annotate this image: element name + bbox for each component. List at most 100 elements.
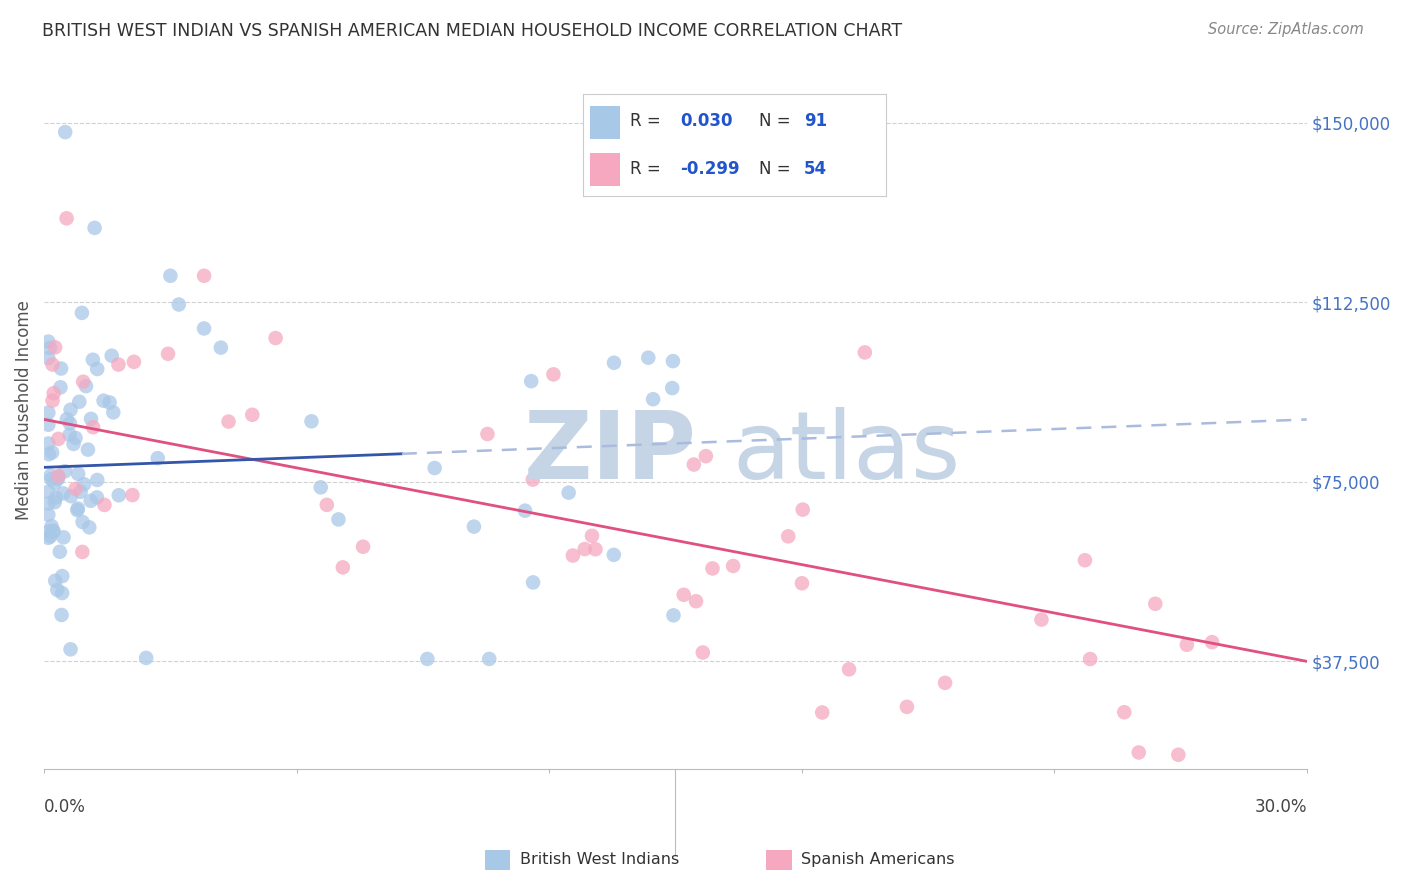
Point xyxy=(792,502,814,516)
Point xyxy=(100,349,122,363)
Point xyxy=(685,594,707,608)
Point xyxy=(48,432,70,446)
Text: atlas: atlas xyxy=(733,407,960,499)
Point xyxy=(86,362,108,376)
Point xyxy=(41,393,63,408)
Point xyxy=(1144,597,1167,611)
FancyBboxPatch shape xyxy=(589,106,620,139)
Point xyxy=(51,569,73,583)
Point xyxy=(37,436,59,450)
Point xyxy=(49,361,72,376)
Point xyxy=(315,498,337,512)
Point xyxy=(478,652,501,666)
Point xyxy=(1128,746,1150,760)
Point xyxy=(1175,638,1198,652)
Point xyxy=(44,574,66,588)
Point xyxy=(463,519,485,533)
Point xyxy=(477,427,499,442)
Point xyxy=(146,451,169,466)
Point xyxy=(1074,553,1097,567)
Point xyxy=(662,608,685,623)
Point xyxy=(581,529,603,543)
Point xyxy=(73,477,96,491)
Point xyxy=(42,386,65,401)
Point xyxy=(46,472,69,486)
Point xyxy=(107,488,129,502)
Point xyxy=(59,417,82,431)
Point xyxy=(107,358,129,372)
Point xyxy=(72,515,94,529)
Point xyxy=(59,642,82,657)
Point xyxy=(103,405,125,419)
Point xyxy=(93,498,115,512)
Point xyxy=(167,297,190,311)
Point xyxy=(661,381,683,395)
Point xyxy=(98,395,121,409)
Point xyxy=(122,355,145,369)
Point xyxy=(77,442,100,457)
Point xyxy=(778,529,800,543)
Text: R =: R = xyxy=(630,160,661,178)
Point xyxy=(66,501,89,516)
Point xyxy=(41,445,63,459)
Point xyxy=(46,469,69,483)
Point xyxy=(41,358,63,372)
Point xyxy=(557,485,579,500)
Point xyxy=(86,473,108,487)
Point xyxy=(37,484,59,499)
Y-axis label: Median Household Income: Median Household Income xyxy=(15,300,32,520)
Point xyxy=(1031,613,1053,627)
Text: Source: ZipAtlas.com: Source: ZipAtlas.com xyxy=(1208,22,1364,37)
Point xyxy=(301,414,323,428)
Point xyxy=(82,352,104,367)
Point xyxy=(49,545,72,559)
Point xyxy=(42,524,65,538)
Point xyxy=(83,220,105,235)
Point xyxy=(896,699,918,714)
Text: BRITISH WEST INDIAN VS SPANISH AMERICAN MEDIAN HOUSEHOLD INCOME CORRELATION CHAR: BRITISH WEST INDIAN VS SPANISH AMERICAN … xyxy=(42,22,903,40)
Point xyxy=(643,392,665,407)
Text: 91: 91 xyxy=(804,112,827,130)
Text: 54: 54 xyxy=(804,160,827,178)
Point xyxy=(67,467,90,481)
Point xyxy=(38,524,60,538)
Point xyxy=(42,524,65,539)
Point xyxy=(309,480,332,494)
Point xyxy=(60,489,83,503)
Point xyxy=(513,503,536,517)
Point xyxy=(121,488,143,502)
Point xyxy=(53,125,76,139)
Point xyxy=(72,375,94,389)
Point xyxy=(52,530,75,544)
Point xyxy=(332,560,354,574)
Point xyxy=(37,496,59,510)
Point xyxy=(522,575,544,590)
Point xyxy=(574,542,596,557)
Point xyxy=(37,406,59,420)
Point xyxy=(838,662,860,676)
Text: British West Indians: British West Indians xyxy=(520,853,679,867)
Point xyxy=(157,347,180,361)
Text: -0.299: -0.299 xyxy=(681,160,740,178)
Point xyxy=(811,706,834,720)
Point xyxy=(603,548,626,562)
Point xyxy=(46,470,69,484)
Point xyxy=(62,437,84,451)
Text: N =: N = xyxy=(759,160,790,178)
Point xyxy=(75,379,97,393)
Point xyxy=(1078,652,1101,666)
Point xyxy=(79,493,101,508)
Point xyxy=(51,586,73,600)
Point xyxy=(37,417,59,432)
Point xyxy=(52,486,75,500)
Point xyxy=(352,540,374,554)
Point xyxy=(603,356,626,370)
Point xyxy=(93,393,115,408)
Point xyxy=(672,588,695,602)
Point xyxy=(423,461,446,475)
Point xyxy=(72,545,94,559)
Point xyxy=(39,529,62,543)
Point xyxy=(45,491,67,505)
Point xyxy=(44,475,66,490)
Point xyxy=(66,503,89,517)
